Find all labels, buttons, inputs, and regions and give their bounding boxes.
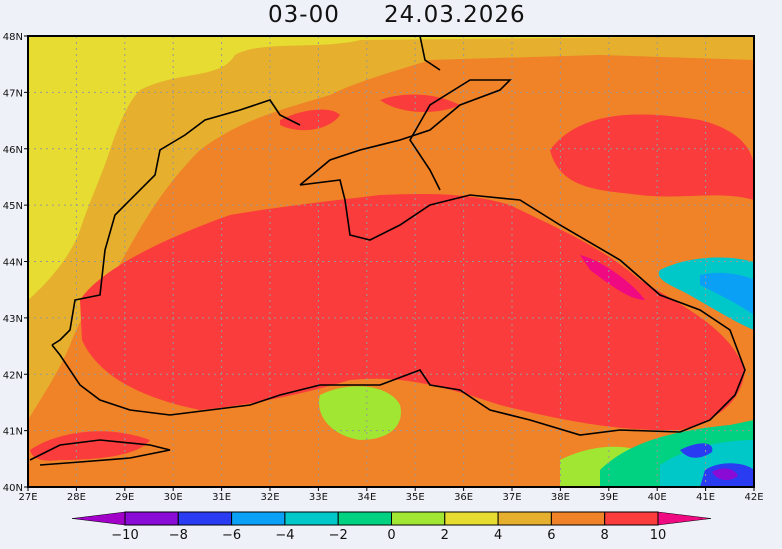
colorbar-label: 8: [601, 528, 609, 543]
field-0-2: [319, 386, 660, 487]
field-8-10-marmara: [30, 431, 150, 461]
colorbar-segment: [177, 511, 233, 526]
colorbar-label: 10: [650, 528, 667, 543]
colorbar-label: −4: [275, 528, 294, 543]
colorbar-label: 6: [547, 528, 555, 543]
tick-label-lat: 42N: [3, 370, 23, 381]
tick-label-lon: 35E: [406, 492, 425, 503]
title-date: 24.03.2026: [384, 2, 526, 28]
colorbar-label: 2: [441, 528, 449, 543]
tick-label-lon: 36E: [454, 492, 473, 503]
colorbar-segment: [124, 511, 179, 526]
tick-label-lon: 33E: [309, 492, 328, 503]
colorbar-label: 4: [494, 528, 502, 543]
colorbar-label: −8: [169, 528, 188, 543]
grid-lines: [28, 36, 754, 487]
tick-label-lat: 41N: [3, 427, 23, 438]
tick-label-lat: 48N: [3, 32, 23, 43]
tick-label-lon: 32E: [260, 492, 279, 503]
tick-label-lat: 47N: [3, 88, 23, 99]
field-cold-east-2: [700, 272, 754, 315]
colorbar-label: 0: [387, 528, 395, 543]
tick-label-lon: 27E: [18, 492, 37, 503]
title-time: 03-00: [268, 2, 340, 28]
tick-label-lat: 45N: [3, 201, 23, 212]
colorbar-label: −2: [329, 528, 348, 543]
colorbar-segment: [337, 511, 393, 526]
colorbar: −10 −8 −6 −4 −2 0 2 4 6 8 10: [71, 511, 712, 543]
field-over-10: [580, 255, 645, 300]
tick-label-lat: 43N: [3, 314, 23, 325]
tick-label-lon: 34E: [357, 492, 376, 503]
colorbar-segment: [497, 511, 552, 526]
colorbar-segment: [604, 511, 659, 526]
colorbar-over-arrow: [657, 511, 712, 526]
tick-label-lon: 38E: [551, 492, 570, 503]
colorbar-label: −10: [111, 528, 138, 543]
tick-label-lon: 29E: [115, 492, 134, 503]
colorbar-segment: [444, 511, 499, 526]
tick-label-lon: 30E: [164, 492, 183, 503]
tick-label-lon: 39E: [599, 492, 618, 503]
field-8-10-sea: [80, 194, 745, 431]
temperature-field: [28, 36, 754, 487]
colorbar-label: −6: [222, 528, 241, 543]
tick-label-lon: 42E: [744, 492, 763, 503]
tick-label-lon: 40E: [648, 492, 667, 503]
tick-label-lat: 46N: [3, 145, 23, 156]
axis-ticks: 27E 28E 29E 30E 31E 32E 33E 34E 35E 36E 37E 38E 39E 4…: [3, 32, 764, 503]
colorbar-segment: [550, 511, 606, 526]
colorbar-segment: [284, 511, 339, 526]
field-8-10-east: [550, 114, 754, 200]
colorbar-segment: [231, 511, 286, 526]
tick-label-lon: 37E: [502, 492, 521, 503]
coastline: [29, 36, 746, 466]
tick-label-lon: 28E: [67, 492, 86, 503]
colorbar-segment: [391, 511, 446, 526]
field-cold-south-4: [712, 468, 738, 481]
tick-label-lon: 31E: [212, 492, 231, 503]
colorbar-under-arrow: [71, 511, 126, 526]
tick-label-lat: 40N: [3, 483, 23, 494]
tick-label-lat: 44N: [3, 258, 23, 269]
tick-label-lon: 41E: [696, 492, 715, 503]
